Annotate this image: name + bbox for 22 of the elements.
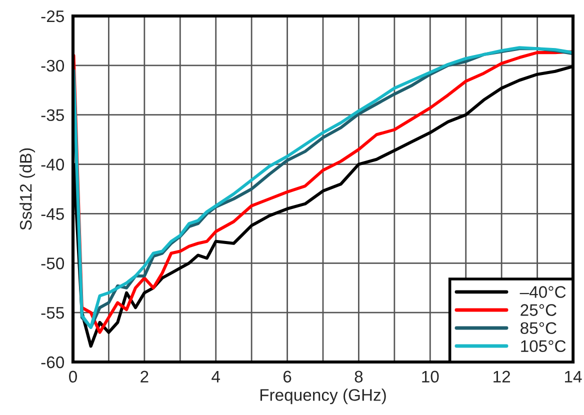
legend-label: 25°C	[520, 304, 556, 316]
x-tick-label: 6	[284, 370, 292, 383]
x-tick-label: 8	[354, 370, 363, 383]
x-tick-label: 4	[212, 370, 220, 382]
y-tick-label: -55	[41, 307, 64, 319]
legend-label: 85°C	[520, 322, 556, 334]
y-tick-label: -45	[41, 208, 64, 220]
y-tick-label: -35	[41, 109, 64, 122]
legend-label: 105°C	[521, 340, 566, 352]
y-tick-label: -60	[41, 356, 64, 368]
y-tick-label: -25	[41, 10, 64, 22]
x-tick-label: 2	[140, 370, 148, 382]
legend-label: –40°C	[520, 286, 566, 298]
x-tick-label: 12	[494, 370, 510, 382]
x-axis-title: Frequency (GHz)	[260, 388, 386, 404]
y-tick-label: -40	[41, 158, 64, 170]
y-tick-label: -30	[41, 60, 64, 72]
x-tick-label: 10	[422, 370, 439, 383]
x-tick-label: 0	[69, 370, 77, 383]
y-tick-label: -50	[41, 258, 64, 270]
y-axis-title: Ssd12 (dB)	[19, 148, 36, 230]
x-tick-label: 14	[565, 370, 582, 382]
